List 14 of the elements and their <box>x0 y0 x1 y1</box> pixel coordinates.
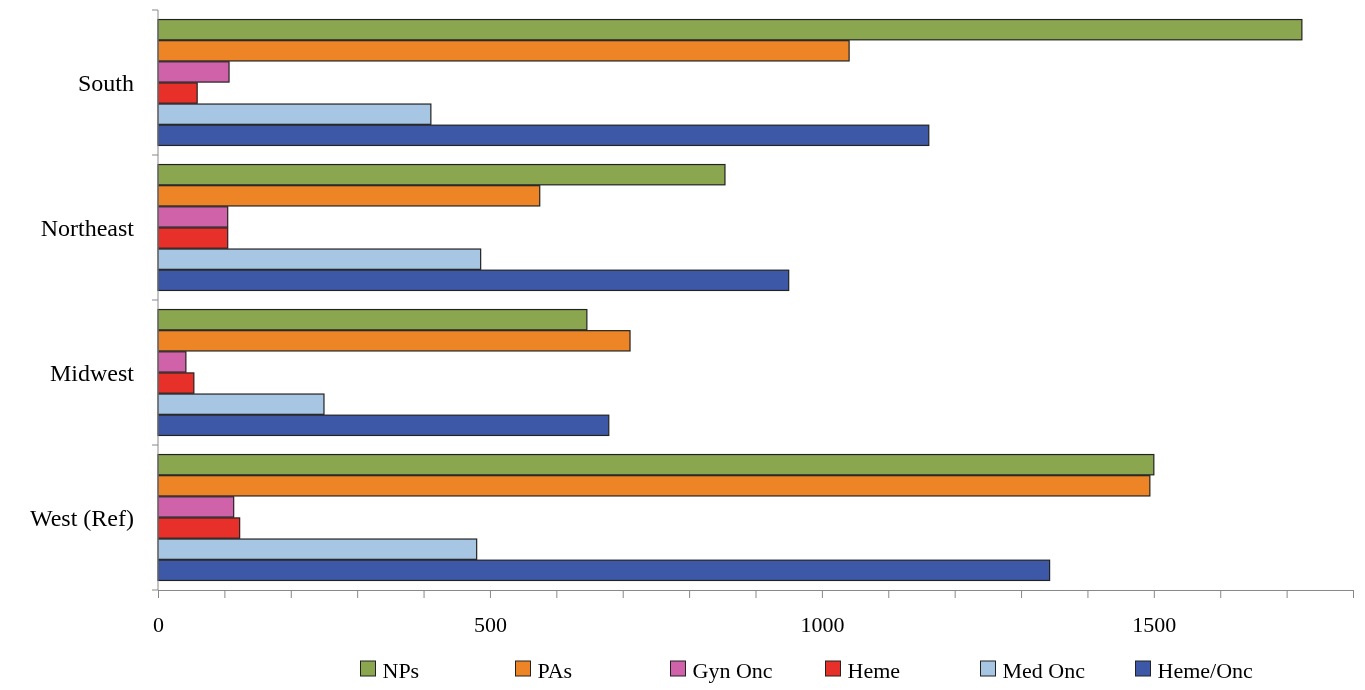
x-tick-label: 1000 <box>800 611 845 637</box>
x-tick-label: 500 <box>473 611 507 637</box>
y-tick-label: Midwest <box>50 359 135 386</box>
legend-label: Med Onc <box>1002 657 1086 683</box>
y-tick-label: South <box>77 69 134 96</box>
legend-label: Heme <box>847 657 901 683</box>
y-tick-label: Northeast <box>40 214 135 241</box>
legend-label: PAs <box>537 657 573 683</box>
x-tick-label: 0 <box>153 611 164 637</box>
legend-label: Heme/Onc <box>1157 657 1254 683</box>
x-tick-label: 1500 <box>1132 611 1177 637</box>
legend-label: Gyn Onc <box>692 657 773 683</box>
legend-label: NPs <box>382 657 420 683</box>
y-tick-label: West (Ref) <box>29 504 134 531</box>
